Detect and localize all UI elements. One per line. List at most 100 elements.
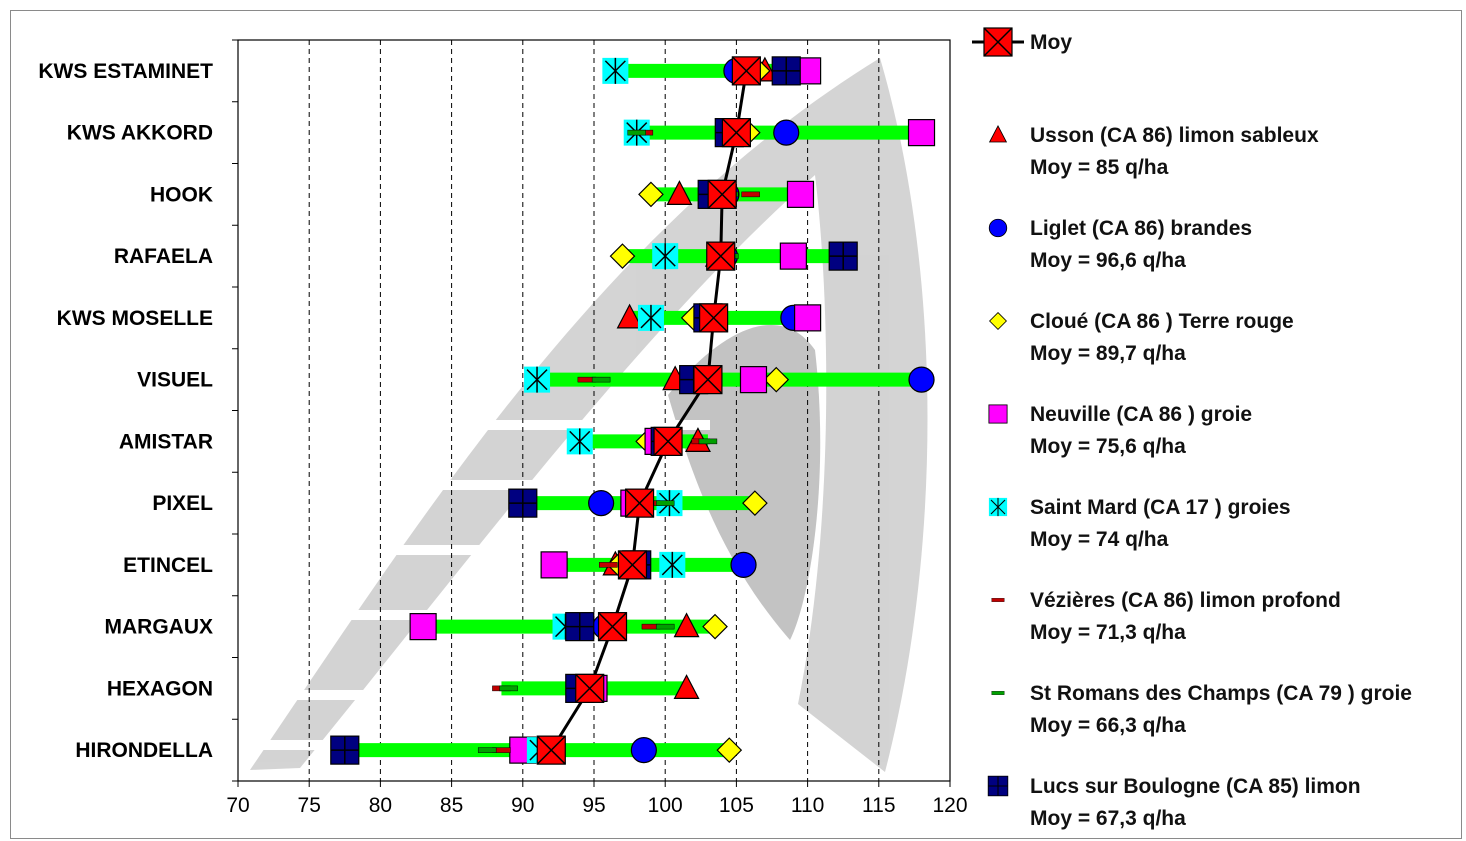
legend-series-moy: Moy = 74 q/ha (1030, 528, 1169, 551)
legend-series-moy: Moy = 85 q/ha (1030, 156, 1169, 179)
data-point (793, 304, 822, 332)
legend-marker (988, 124, 1008, 143)
data-point (499, 685, 518, 692)
legend-series-name: Vézières (CA 86) limon profond (1030, 589, 1341, 612)
watermark-stripe (240, 610, 640, 620)
legend-series-name: Cloué (CA 86 ) Terre rouge (1030, 310, 1294, 333)
legend-series-moy: Moy = 89,7 q/ha (1030, 342, 1186, 365)
data-point (698, 438, 718, 445)
data-point (716, 737, 743, 763)
legend-series-moy: Moy = 66,3 q/ha (1030, 714, 1186, 737)
category-label: KWS MOSELLE (57, 307, 213, 330)
x-tick-label: 85 (440, 794, 463, 817)
category-label: HEXAGON (107, 677, 213, 700)
x-tick-label: 105 (719, 794, 754, 817)
gridlines (308, 40, 880, 781)
legend-marker (991, 691, 1005, 695)
data-point (763, 366, 790, 393)
data-point (409, 613, 437, 641)
data-point (730, 551, 757, 578)
moy-point (731, 56, 761, 86)
x-tick-label: 80 (369, 794, 392, 817)
watermark-stripe (240, 420, 710, 430)
x-tick-label: 110 (791, 794, 824, 817)
legend-series-name: Neuville (CA 86 ) groie (1030, 403, 1252, 426)
moy-point (653, 426, 683, 456)
data-point (508, 488, 538, 518)
category-label: MARGAUX (105, 616, 214, 639)
data-point (742, 490, 768, 516)
data-point (627, 129, 646, 136)
category-label: HIRONDELLA (75, 739, 213, 762)
category-label: ETINCEL (123, 554, 213, 577)
x-tick-label: 115 (862, 794, 895, 817)
x-tick-label: 75 (298, 794, 321, 817)
legend-series-moy: Moy = 71,3 q/ha (1030, 621, 1186, 644)
moy-point (597, 612, 628, 642)
data-point (591, 376, 611, 383)
legend-series-name: Lucs sur Boulogne (CA 85) limon (1030, 775, 1361, 798)
watermark-stripe (240, 690, 620, 700)
moy-point (536, 735, 566, 765)
legend-series-name: Liglet (CA 86) brandes (1030, 217, 1252, 240)
category-label: VISUEL (137, 369, 213, 392)
data-point (907, 119, 936, 147)
legend: Moy Usson (CA 86) limon sableux Moy = 85 q… (972, 27, 1412, 830)
data-point (565, 612, 595, 642)
data-point (741, 191, 760, 198)
data-point (477, 747, 497, 753)
legend-marker (988, 497, 1008, 517)
x-tick-label: 100 (648, 794, 683, 817)
data-point (524, 366, 551, 393)
data-point (637, 304, 664, 331)
data-point (908, 366, 935, 393)
legend-marker (987, 775, 1009, 797)
legend-moy-marker (983, 27, 1013, 57)
category-label: HOOK (150, 183, 213, 206)
data-point (673, 612, 700, 638)
moy-point (617, 550, 648, 580)
watermark-stripe (240, 480, 680, 490)
legend-series-name: Usson (CA 86) limon sableux (1030, 124, 1319, 147)
range-bar (537, 372, 922, 387)
category-label: KWS AKKORD (67, 122, 213, 145)
data-point (616, 303, 643, 329)
data-point (673, 674, 700, 699)
chart-frame (10, 10, 1462, 839)
moy-point (575, 673, 605, 703)
data-point (659, 551, 686, 578)
data-point (655, 623, 675, 630)
moy-point (706, 241, 736, 271)
legend-series-moy: Moy = 67,3 q/ha (1030, 807, 1186, 830)
legend-series-moy: Moy = 96,6 q/ha (1030, 249, 1186, 272)
data-point (602, 57, 629, 84)
legend-series-name: St Romans des Champs (CA 79 ) groie (1030, 682, 1412, 705)
moy-points (536, 56, 761, 765)
x-tick-label: 120 (932, 794, 967, 817)
data-point (666, 180, 693, 205)
data-point (630, 737, 657, 764)
legend-marker (989, 312, 1007, 330)
data-point (786, 180, 815, 208)
data-point (330, 735, 360, 765)
data-point (652, 243, 679, 270)
category-label: RAFAELA (114, 245, 213, 268)
legend-marker (988, 404, 1008, 424)
legend-moy-label: Moy (1030, 31, 1072, 54)
data-point (598, 562, 618, 568)
legend-series-name: Saint Mard (CA 17 ) groies (1030, 496, 1291, 519)
watermark-stripe (240, 545, 660, 555)
data-point (739, 366, 768, 394)
data-point (702, 613, 728, 640)
x-tick-label: 95 (582, 794, 605, 817)
data-point (638, 181, 664, 208)
category-label: PIXEL (152, 492, 213, 515)
legend-marker (991, 598, 1005, 602)
category-label: KWS ESTAMINET (38, 60, 213, 83)
legend-series-moy: Moy = 75,6 q/ha (1030, 435, 1186, 458)
data-point (655, 500, 675, 506)
data-point (828, 241, 858, 271)
x-tick-label: 70 (226, 794, 249, 817)
data-point (566, 428, 593, 455)
